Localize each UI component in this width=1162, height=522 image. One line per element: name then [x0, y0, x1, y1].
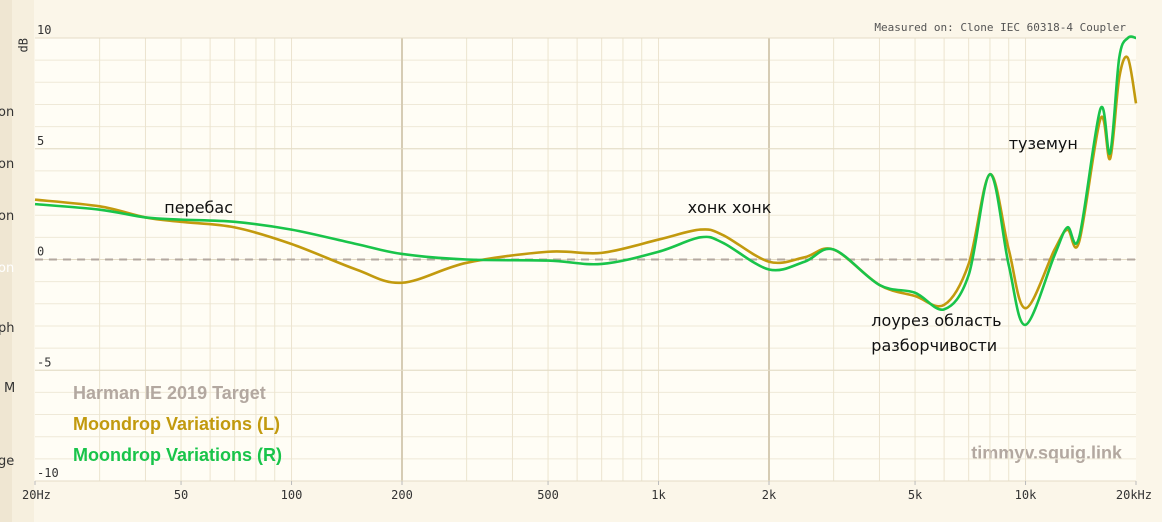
sidebar-text: ph — [0, 321, 15, 336]
x-tick-label: 50 — [174, 488, 188, 502]
x-tick-label: 500 — [537, 488, 559, 502]
x-tick-label: 2k — [762, 488, 777, 502]
sidebar-text: on — [0, 157, 14, 172]
x-tick-label: 200 — [391, 488, 413, 502]
x-tick-label: 20kHz — [1116, 488, 1152, 502]
frequency-curve — [34, 35, 1137, 327]
sidebar-text: on — [0, 261, 14, 276]
grid — [34, 37, 1137, 485]
sidebar — [0, 0, 12, 522]
x-tick-label: 1k — [651, 488, 666, 502]
curves — [34, 35, 1138, 327]
sidebar-text: on — [0, 105, 14, 120]
x-tick-label: 5k — [908, 488, 923, 502]
y-tick-label: 10 — [37, 23, 51, 37]
y-tick-label: -10 — [37, 466, 59, 480]
y-tick-label: -5 — [37, 355, 51, 369]
sidebar-text: on — [0, 209, 14, 224]
annotation: хонк хонк — [688, 198, 772, 217]
measured-on: Measured on: Clone IEC 60318-4 Coupler — [874, 21, 1126, 34]
legend-entry: Moondrop Variations (L) — [73, 414, 280, 434]
legend-entry: Harman IE 2019 Target — [73, 383, 266, 403]
x-tick-label: 20Hz — [22, 488, 51, 502]
annotation: перебас — [164, 198, 233, 217]
watermark: timmyv.squig.link — [971, 443, 1123, 463]
y-axis-label: dB — [17, 38, 31, 52]
sidebar-text: M — [4, 381, 15, 396]
x-tick-label: 100 — [281, 488, 303, 502]
annotation: туземун — [1009, 134, 1078, 153]
scroll-rail — [12, 0, 34, 522]
y-tick-label: 0 — [37, 245, 44, 259]
legend-entry: Moondrop Variations (R) — [73, 445, 282, 465]
sidebar-text: ge — [0, 454, 14, 469]
x-tick-label: 10k — [1015, 488, 1037, 502]
y-tick-label: 5 — [37, 134, 44, 148]
annotation: лоурез область — [871, 311, 1001, 330]
annotation: разборчивости — [871, 336, 997, 355]
